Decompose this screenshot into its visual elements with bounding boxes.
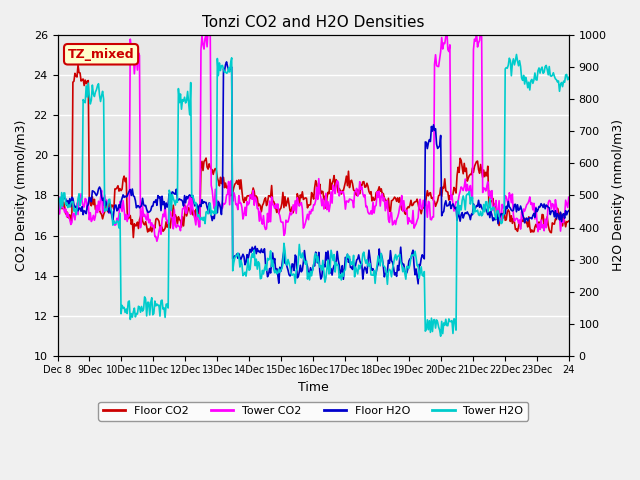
X-axis label: Time: Time (298, 381, 328, 394)
Legend: Floor CO2, Tower CO2, Floor H2O, Tower H2O: Floor CO2, Tower CO2, Floor H2O, Tower H… (99, 402, 528, 420)
Y-axis label: H2O Density (mmol/m3): H2O Density (mmol/m3) (612, 120, 625, 272)
Title: Tonzi CO2 and H2O Densities: Tonzi CO2 and H2O Densities (202, 15, 424, 30)
Text: TZ_mixed: TZ_mixed (68, 48, 134, 61)
Y-axis label: CO2 Density (mmol/m3): CO2 Density (mmol/m3) (15, 120, 28, 271)
